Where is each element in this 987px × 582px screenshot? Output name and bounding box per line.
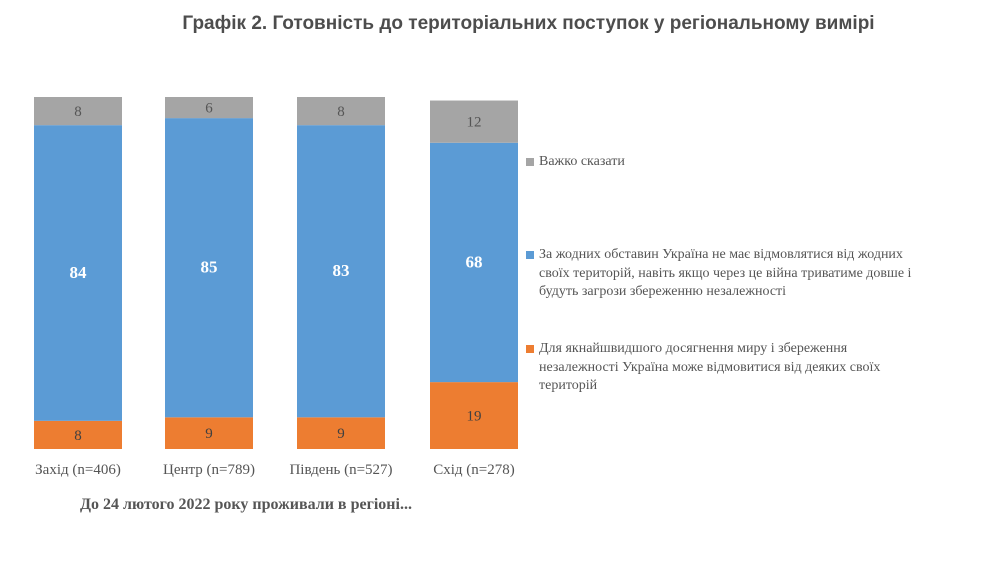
- legend-item: Важко сказати: [526, 153, 916, 172]
- data-label: 12: [467, 115, 482, 131]
- data-label: 84: [70, 263, 88, 282]
- legend-label: Для якнайшвидшого досягнення миру і збер…: [539, 341, 881, 393]
- data-label: 8: [74, 104, 82, 120]
- data-label: 85: [201, 258, 218, 277]
- bar-segment: [297, 125, 385, 418]
- bar-group: 8 84 8: [34, 97, 122, 449]
- bar-group: 9 83 8: [297, 97, 385, 449]
- legend-item: За жодних обставин Україна не має відмов…: [526, 246, 916, 302]
- legend-swatch: [526, 345, 534, 353]
- data-label: 83: [333, 261, 350, 280]
- data-label: 19: [467, 409, 482, 425]
- bar-segment: [34, 125, 122, 421]
- data-label: 8: [74, 428, 82, 444]
- data-label: 68: [466, 252, 483, 271]
- x-tick-label: Південь (n=527): [289, 462, 392, 478]
- bar-segment: [34, 420, 122, 449]
- bar-group: 19 68 12: [430, 100, 518, 449]
- data-label: 6: [205, 101, 213, 117]
- bar-segment: [165, 118, 253, 418]
- x-tick-label: Захід (n=406): [35, 462, 121, 478]
- legend-item: Для якнайшвидшого досягнення миру і збер…: [526, 340, 916, 396]
- bar-segment: [430, 142, 518, 383]
- bar-segment: [297, 417, 385, 449]
- data-label: 8: [337, 104, 345, 120]
- data-label: 9: [337, 426, 345, 442]
- x-tick-label: Центр (n=789): [163, 462, 255, 478]
- chart-title: Графік 2. Готовність до територіальних п…: [182, 13, 875, 34]
- x-axis-title: До 24 лютого 2022 року проживали в регіо…: [80, 496, 412, 513]
- data-label: 9: [205, 426, 213, 442]
- bar-segment: [165, 417, 253, 449]
- legend-label: За жодних обставин Україна не має відмов…: [539, 247, 912, 299]
- legend-swatch: [526, 158, 534, 166]
- bar-segment: [297, 97, 385, 126]
- bar-segment: [430, 100, 518, 143]
- bar-segment: [34, 97, 122, 126]
- bar-segment: [165, 97, 253, 119]
- legend-label: Важко сказати: [539, 154, 625, 169]
- bar-segment: [430, 382, 518, 449]
- x-tick-label: Схід (n=278): [433, 462, 515, 478]
- legend-swatch: [526, 251, 534, 259]
- bar-group: 9 85 6: [165, 97, 253, 449]
